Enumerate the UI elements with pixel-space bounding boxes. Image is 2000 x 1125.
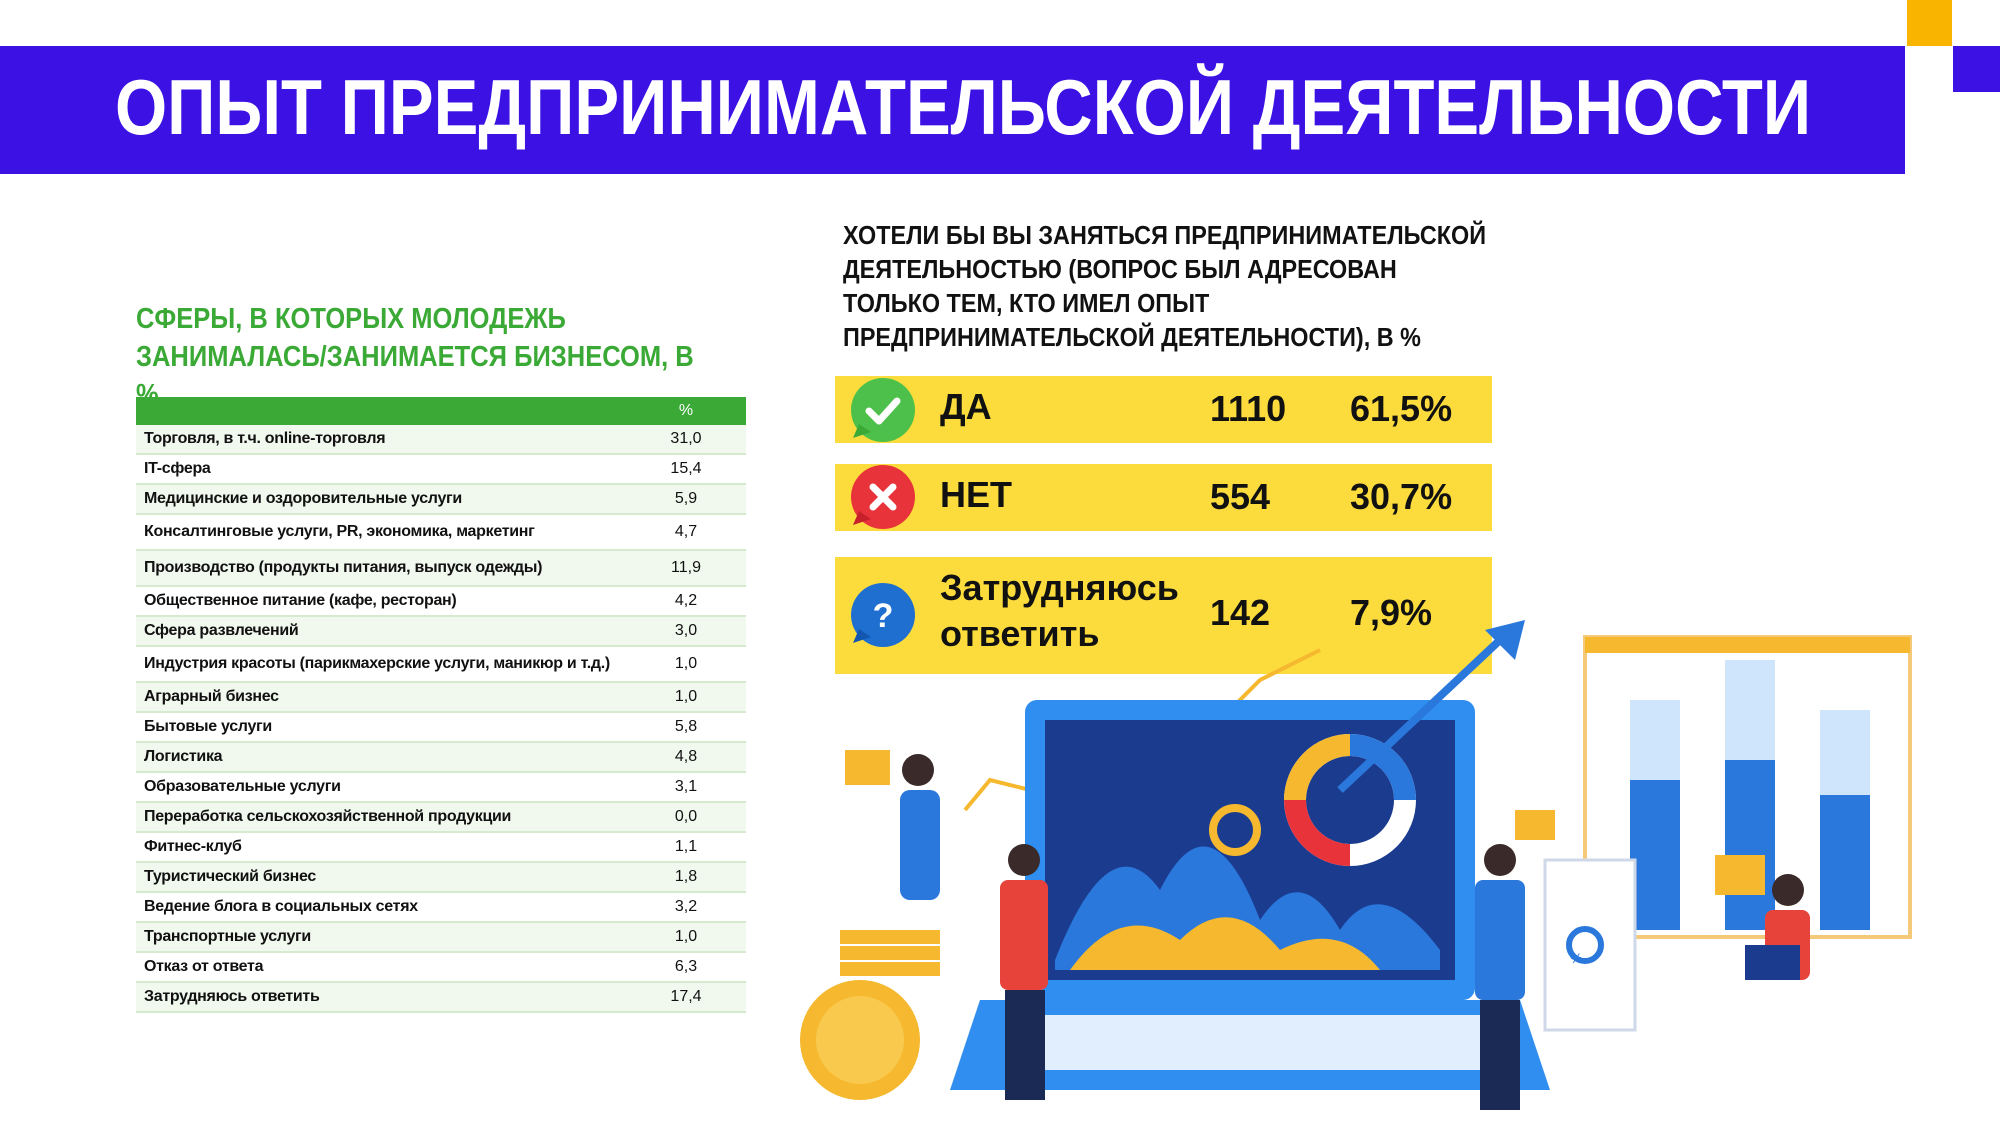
coins [800,930,940,1100]
corner-decoration-blue [1953,46,2000,92]
table-row: Транспортные услуги 1,0 [136,922,746,953]
answer-yes-count: 1110 [1210,388,1287,429]
answer-unsure-label: Затрудняюсь ответить [940,565,1179,657]
table-row: Консалтинговые услуги, PR, экономика, ма… [136,514,746,551]
percent-symbol: % [1570,950,1582,966]
answer-no-percent: 30,7% [1350,476,1453,517]
table-row: Ведение блога в социальных сетях 3,2 [136,892,746,923]
answer-unsure-label-line2: ответить [940,613,1100,654]
row-value: 1,0 [626,682,746,713]
row-label: Транспортные услуги [136,922,626,953]
row-value: 0,0 [626,802,746,833]
table-row: Индустрия красоты (парикмахерские услуги… [136,646,746,683]
speech-bubble [1715,855,1765,895]
page-title: ОПЫТ ПРЕДПРИНИМАТЕЛЬСКОЙ ДЕЯТЕЛЬНОСТИ [115,63,1812,151]
row-label: Ведение блога в социальных сетях [136,892,626,923]
answer-unsure-row: ? Затрудняюсь ответить 142 7,9% [835,557,1492,674]
row-value: 5,8 [626,712,746,743]
row-label: Логистика [136,742,626,773]
row-label: Консалтинговые услуги, PR, экономика, ма… [136,514,626,551]
row-label: IT-сфера [136,454,626,485]
speech-bubble [845,750,890,785]
speech-bubble [1515,810,1555,840]
row-label: Переработка сельскохозяйственной продукц… [136,802,626,833]
row-value: 31,0 [626,425,746,455]
flip-chart: % [1543,858,1637,1032]
answer-yes-row: ДА 1110 61,5% [835,376,1492,443]
row-label: Индустрия красоты (парикмахерские услуги… [136,646,626,683]
row-value: 1,1 [626,832,746,863]
answer-unsure-label-line1: Затрудняюсь [940,567,1179,608]
row-value: 3,0 [626,616,746,647]
row-value: 1,0 [626,646,746,683]
title-bar [0,46,1905,174]
answer-no-row: НЕТ 554 30,7% [835,464,1492,531]
corner-decoration-yellow [1907,0,1952,46]
row-label: Производство (продукты питания, выпуск о… [136,550,626,587]
table-row: Аграрный бизнес 1,0 [136,682,746,713]
table-row: Торговля, в т.ч. online-торговля 31,0 [136,425,746,455]
answer-no-count: 554 [1210,476,1271,517]
table-row: Образовательные услуги 3,1 [136,772,746,803]
row-label: Торговля, в т.ч. online-торговля [136,425,626,455]
row-value: 1,8 [626,862,746,893]
table-row: IT-сфера 15,4 [136,454,746,485]
row-value: 3,1 [626,772,746,803]
row-label: Образовательные услуги [136,772,626,803]
answer-unsure-percent: 7,9% [1350,592,1433,633]
row-value: 3,2 [626,892,746,923]
laptop [950,700,1550,1090]
row-label: Отказ от ответа [136,952,626,983]
row-label: Туристический бизнес [136,862,626,893]
table-row: Сфера развлечений 3,0 [136,616,746,647]
question-icon: ? [851,583,915,647]
table-row: Фитнес-клуб 1,1 [136,832,746,863]
row-value: 6,3 [626,952,746,983]
table-row: Туристический бизнес 1,8 [136,862,746,893]
table-row: Отказ от ответа 6,3 [136,952,746,983]
table-header-row: % [136,397,746,425]
table-row: Общественное питание (кафе, ресторан) 4,2 [136,586,746,617]
business-illustration: % [800,620,1912,1110]
answer-unsure-count: 142 [1210,592,1271,633]
row-value: 4,8 [626,742,746,773]
row-value: 1,0 [626,922,746,953]
row-label: Медицинские и оздоровительные услуги [136,484,626,515]
row-value: 4,7 [626,514,746,551]
arrow [1337,620,1525,793]
table-row: Производство (продукты питания, выпуск о… [136,550,746,587]
row-value: 5,9 [626,484,746,515]
row-label: Затрудняюсь ответить [136,982,626,1013]
row-value: 11,9 [626,550,746,587]
sectors-heading: СФЕРЫ, В КОТОРЫХ МОЛОДЕЖЬ ЗАНИМАЛАСЬ/ЗАН… [136,303,694,411]
table-header-label [136,397,626,425]
table-row: Логистика 4,8 [136,742,746,773]
row-value: 17,4 [626,982,746,1013]
table-row: Переработка сельскохозяйственной продукц… [136,802,746,833]
table-header-percent: % [626,397,746,425]
row-value: 15,4 [626,454,746,485]
svg-text:?: ? [873,597,894,635]
sectors-table: % Торговля, в т.ч. online-торговля 31,0 IT… [136,397,746,1013]
table-row: Затрудняюсь ответить 17,4 [136,982,746,1013]
row-label: Общественное питание (кафе, ресторан) [136,586,626,617]
people [900,754,1810,1110]
row-label: Сфера развлечений [136,616,626,647]
table-row: Медицинские и оздоровительные услуги 5,9 [136,484,746,515]
table-row: Бытовые услуги 5,8 [136,712,746,743]
answer-yes-label: ДА [940,386,992,427]
row-label: Фитнес-клуб [136,832,626,863]
row-label: Бытовые услуги [136,712,626,743]
row-label: Аграрный бизнес [136,682,626,713]
answer-yes-percent: 61,5% [1350,388,1453,429]
row-value: 4,2 [626,586,746,617]
cross-icon [851,465,915,529]
question-heading: ХОТЕЛИ БЫ ВЫ ЗАНЯТЬСЯ ПРЕДПРИНИМАТЕЛЬСКО… [843,220,1487,352]
check-icon [851,378,915,442]
answer-no-label: НЕТ [940,474,1012,515]
